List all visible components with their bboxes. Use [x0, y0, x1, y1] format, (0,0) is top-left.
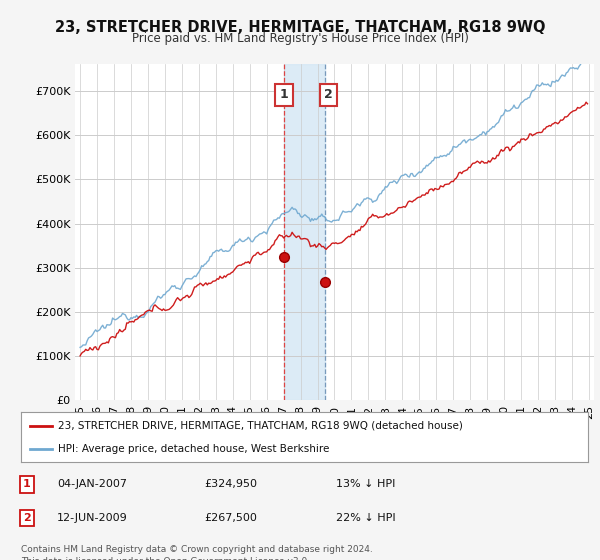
- Text: 23, STRETCHER DRIVE, HERMITAGE, THATCHAM, RG18 9WQ (detached house): 23, STRETCHER DRIVE, HERMITAGE, THATCHAM…: [58, 421, 463, 431]
- Bar: [284, 64, 325, 400]
- Text: £324,950: £324,950: [204, 479, 257, 489]
- Text: 04-JAN-2007: 04-JAN-2007: [57, 479, 127, 489]
- Text: Price paid vs. HM Land Registry's House Price Index (HPI): Price paid vs. HM Land Registry's House …: [131, 32, 469, 45]
- Text: 13% ↓ HPI: 13% ↓ HPI: [336, 479, 395, 489]
- Text: Contains HM Land Registry data © Crown copyright and database right 2024.
This d: Contains HM Land Registry data © Crown c…: [21, 545, 373, 560]
- Text: 1: 1: [280, 88, 288, 101]
- Text: HPI: Average price, detached house, West Berkshire: HPI: Average price, detached house, West…: [58, 445, 329, 454]
- Text: 23, STRETCHER DRIVE, HERMITAGE, THATCHAM, RG18 9WQ: 23, STRETCHER DRIVE, HERMITAGE, THATCHAM…: [55, 20, 545, 35]
- Text: 1: 1: [23, 479, 31, 489]
- Text: 2: 2: [23, 513, 31, 523]
- Text: 22% ↓ HPI: 22% ↓ HPI: [336, 513, 395, 523]
- Text: 2: 2: [324, 88, 333, 101]
- Text: £267,500: £267,500: [204, 513, 257, 523]
- Text: 12-JUN-2009: 12-JUN-2009: [57, 513, 128, 523]
